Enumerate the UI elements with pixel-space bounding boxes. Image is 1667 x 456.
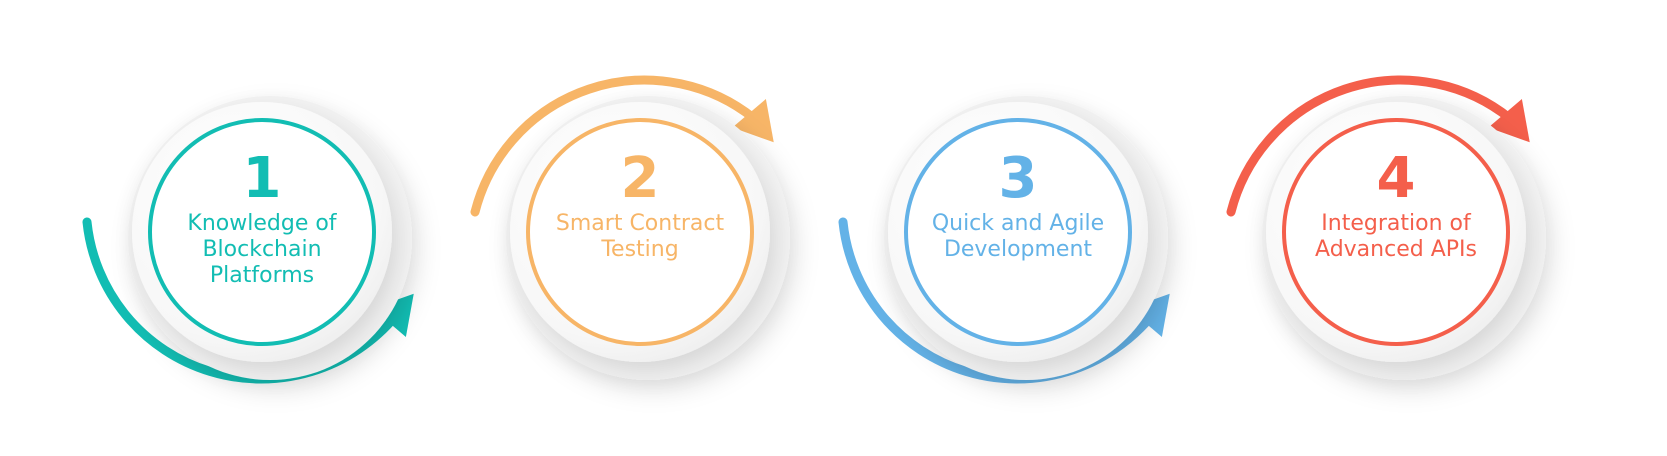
arrow-4-arc xyxy=(1226,75,1515,217)
arrow-1-head xyxy=(372,293,414,337)
step-1-label-line-1: Knowledge of xyxy=(187,211,337,236)
arrow-4 xyxy=(1226,75,1530,217)
step-1-ring xyxy=(148,118,376,346)
step-3-label-line-2: Development xyxy=(944,237,1092,262)
step-3-label-line-1: Quick and Agile xyxy=(932,211,1104,236)
step-2-ring xyxy=(526,118,754,346)
arrow-2-head xyxy=(732,99,774,143)
step-4-number: 4 xyxy=(1377,146,1416,211)
step-4-label-line-1: Integration of xyxy=(1321,211,1472,236)
step-3-ring xyxy=(904,118,1132,346)
step-1-label-line-3: Platforms xyxy=(210,263,314,288)
step-2-label-line-1: Smart Contract xyxy=(556,211,725,236)
step-2-label-line-2: Testing xyxy=(600,237,678,262)
arrow-3-head xyxy=(1128,293,1170,337)
arrow-2 xyxy=(470,75,774,217)
step-4-ring xyxy=(1282,118,1510,346)
step-3-number: 3 xyxy=(999,146,1038,211)
step-4-label-line-2: Advanced APIs xyxy=(1315,237,1477,262)
step-1-number: 1 xyxy=(243,146,282,211)
step-2-number: 2 xyxy=(621,146,660,211)
step-1-label-line-2: Blockchain xyxy=(202,237,321,262)
arrow-4-head xyxy=(1488,99,1530,143)
arrow-2-arc xyxy=(470,75,759,217)
